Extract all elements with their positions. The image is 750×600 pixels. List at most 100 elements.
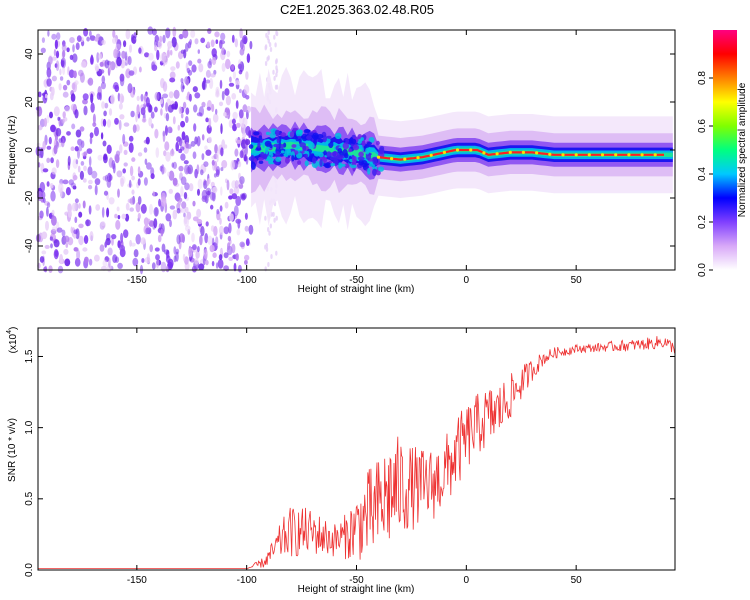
noise-blob (160, 108, 163, 116)
ridge-blob (329, 156, 336, 161)
noise-blob (238, 172, 241, 180)
noise-blob (238, 183, 244, 189)
noise-blob (64, 106, 70, 113)
noise-blob (196, 218, 203, 225)
noise-blob (103, 154, 108, 164)
ridge-blob (304, 129, 311, 133)
noise-blob (62, 179, 69, 185)
noise-blob (38, 124, 43, 131)
noise-blob (274, 84, 278, 90)
noise-blob (46, 114, 50, 124)
ridge-blob (289, 131, 295, 138)
noise-blob (56, 227, 63, 233)
noise-blob (125, 202, 130, 211)
noise-blob (104, 256, 110, 263)
ridge-peak-dot (653, 153, 657, 157)
noise-blob (227, 242, 231, 251)
snr-multiplier-base: (x10 (8, 333, 19, 353)
noise-blob (58, 138, 63, 143)
ridge-peak-dot (535, 151, 539, 155)
noise-blob (194, 168, 198, 179)
noise-blob (119, 175, 126, 185)
noise-blob (137, 152, 143, 157)
noise-blob (68, 69, 75, 78)
ridge-peak-dot (548, 152, 552, 156)
noise-blob (181, 201, 187, 209)
noise-blob (60, 187, 63, 198)
noise-blob (172, 209, 178, 220)
noise-blob (235, 139, 242, 144)
noise-blob (165, 151, 171, 162)
noise-blob (73, 70, 77, 79)
ridge-peak-dot (469, 148, 473, 152)
ridge-blob (330, 163, 336, 167)
noise-blob (218, 101, 224, 107)
noise-blob (116, 206, 120, 212)
noise-blob (160, 52, 167, 63)
noise-blob (106, 233, 111, 241)
noise-blob (101, 101, 106, 109)
noise-blob (39, 256, 45, 263)
noise-blob (117, 262, 123, 269)
noise-blob (239, 150, 244, 159)
noise-blob (205, 221, 209, 227)
ridge-peak-dot (416, 156, 420, 160)
noise-blob (197, 178, 203, 189)
noise-blob (129, 44, 132, 53)
y-tick-label: 1.0 (24, 420, 35, 434)
noise-blob (167, 258, 174, 269)
noise-blob (123, 40, 127, 48)
noise-blob (84, 256, 89, 264)
x-tick-label: 0 (464, 575, 470, 586)
noise-blob (207, 235, 213, 245)
noise-blob (89, 132, 94, 139)
noise-blob (248, 224, 254, 235)
noise-blob (178, 165, 184, 172)
noise-blob (50, 157, 54, 164)
noise-blob (213, 225, 218, 237)
noise-blob (188, 93, 192, 102)
noise-blob (89, 231, 94, 241)
noise-blob (173, 89, 180, 99)
ridge-peak-dot (455, 148, 460, 152)
ridge-blob (266, 156, 273, 161)
noise-blob (71, 82, 76, 90)
noise-blob (183, 192, 188, 200)
noise-blob (161, 167, 167, 174)
noise-blob (114, 213, 118, 219)
noise-blob (164, 141, 170, 151)
noise-blob (61, 44, 67, 52)
noise-blob (90, 102, 95, 113)
noise-blob (264, 61, 268, 66)
noise-blob (241, 123, 245, 128)
noise-blob (165, 112, 170, 122)
noise-blob (145, 97, 150, 107)
noise-blob (215, 236, 219, 247)
noise-blob (102, 175, 107, 181)
noise-blob (272, 69, 275, 75)
ridge-blob (280, 150, 285, 154)
noise-blob (192, 86, 198, 93)
noise-blob (72, 174, 78, 181)
noise-blob (233, 205, 239, 217)
noise-blob (235, 100, 239, 109)
noise-blob (182, 253, 186, 262)
y-tick-label: 1.5 (24, 349, 35, 363)
noise-blob (40, 47, 46, 54)
noise-blob (55, 50, 60, 59)
noise-blob (127, 83, 133, 94)
noise-blob (173, 246, 177, 255)
noise-blob (51, 209, 55, 216)
noise-blob (212, 113, 219, 123)
noise-blob (54, 63, 58, 68)
noise-blob (102, 259, 108, 268)
noise-blob (268, 42, 272, 48)
noise-blob (41, 37, 46, 43)
noise-blob (180, 78, 184, 83)
noise-blob (167, 40, 173, 49)
noise-blob (189, 39, 193, 45)
noise-blob (180, 120, 186, 128)
noise-blob (137, 212, 141, 220)
noise-blob (223, 112, 227, 117)
